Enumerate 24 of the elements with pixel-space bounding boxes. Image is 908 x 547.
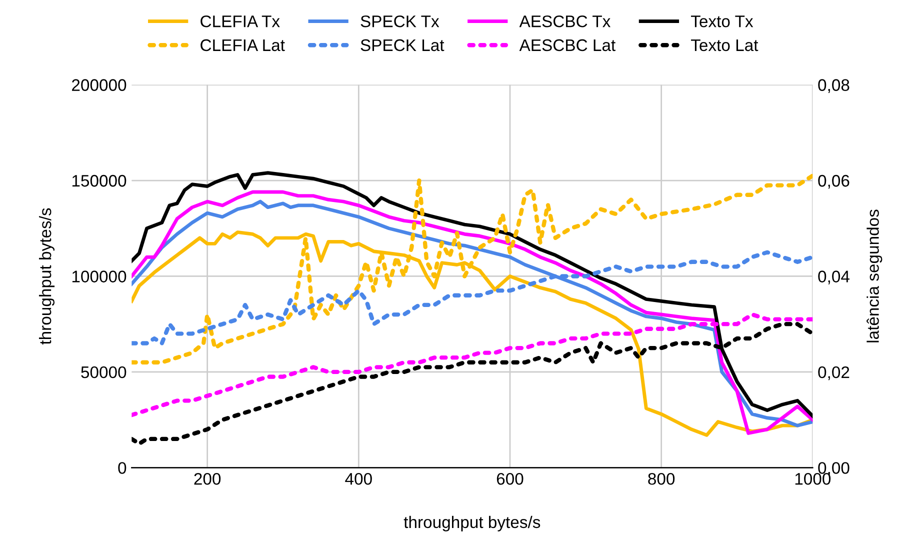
x-tick-label: 400 <box>345 472 372 485</box>
y-tick-label: 0 <box>118 462 126 474</box>
y2-tick-label: 0,08 <box>818 79 850 93</box>
legend-label: AESCBC Lat <box>519 39 616 52</box>
y2-tick-label: 0,06 <box>818 174 850 189</box>
y-tick-label: 100000 <box>72 270 126 282</box>
legend-label: Texto Lat <box>691 39 758 52</box>
y2-axis-title: latência segundos <box>866 210 882 342</box>
y2-tick-label: 0,02 <box>818 366 850 380</box>
y2-tick-label: 0,04 <box>818 270 850 284</box>
legend-label: SPECK Lat <box>360 39 444 52</box>
legend-label: AESCBC Tx <box>519 15 610 28</box>
y-tick-label: 50000 <box>81 366 126 378</box>
y-tick-label: 200000 <box>72 79 126 91</box>
x-tick-label: 800 <box>648 472 675 485</box>
x-axis-title: throughput bytes/s <box>404 516 540 532</box>
y-axis-title: throughput bytes/s <box>38 208 55 345</box>
legend-label: CLEFIA Tx <box>200 15 280 28</box>
legend-label: SPECK Tx <box>360 15 440 28</box>
legend-label: CLEFIA Lat <box>200 39 285 52</box>
x-tick-label: 600 <box>496 472 524 485</box>
legend-label: Texto Tx <box>691 16 754 28</box>
y-tick-label: 150000 <box>72 174 126 187</box>
x-tick-label: 200 <box>194 472 221 485</box>
